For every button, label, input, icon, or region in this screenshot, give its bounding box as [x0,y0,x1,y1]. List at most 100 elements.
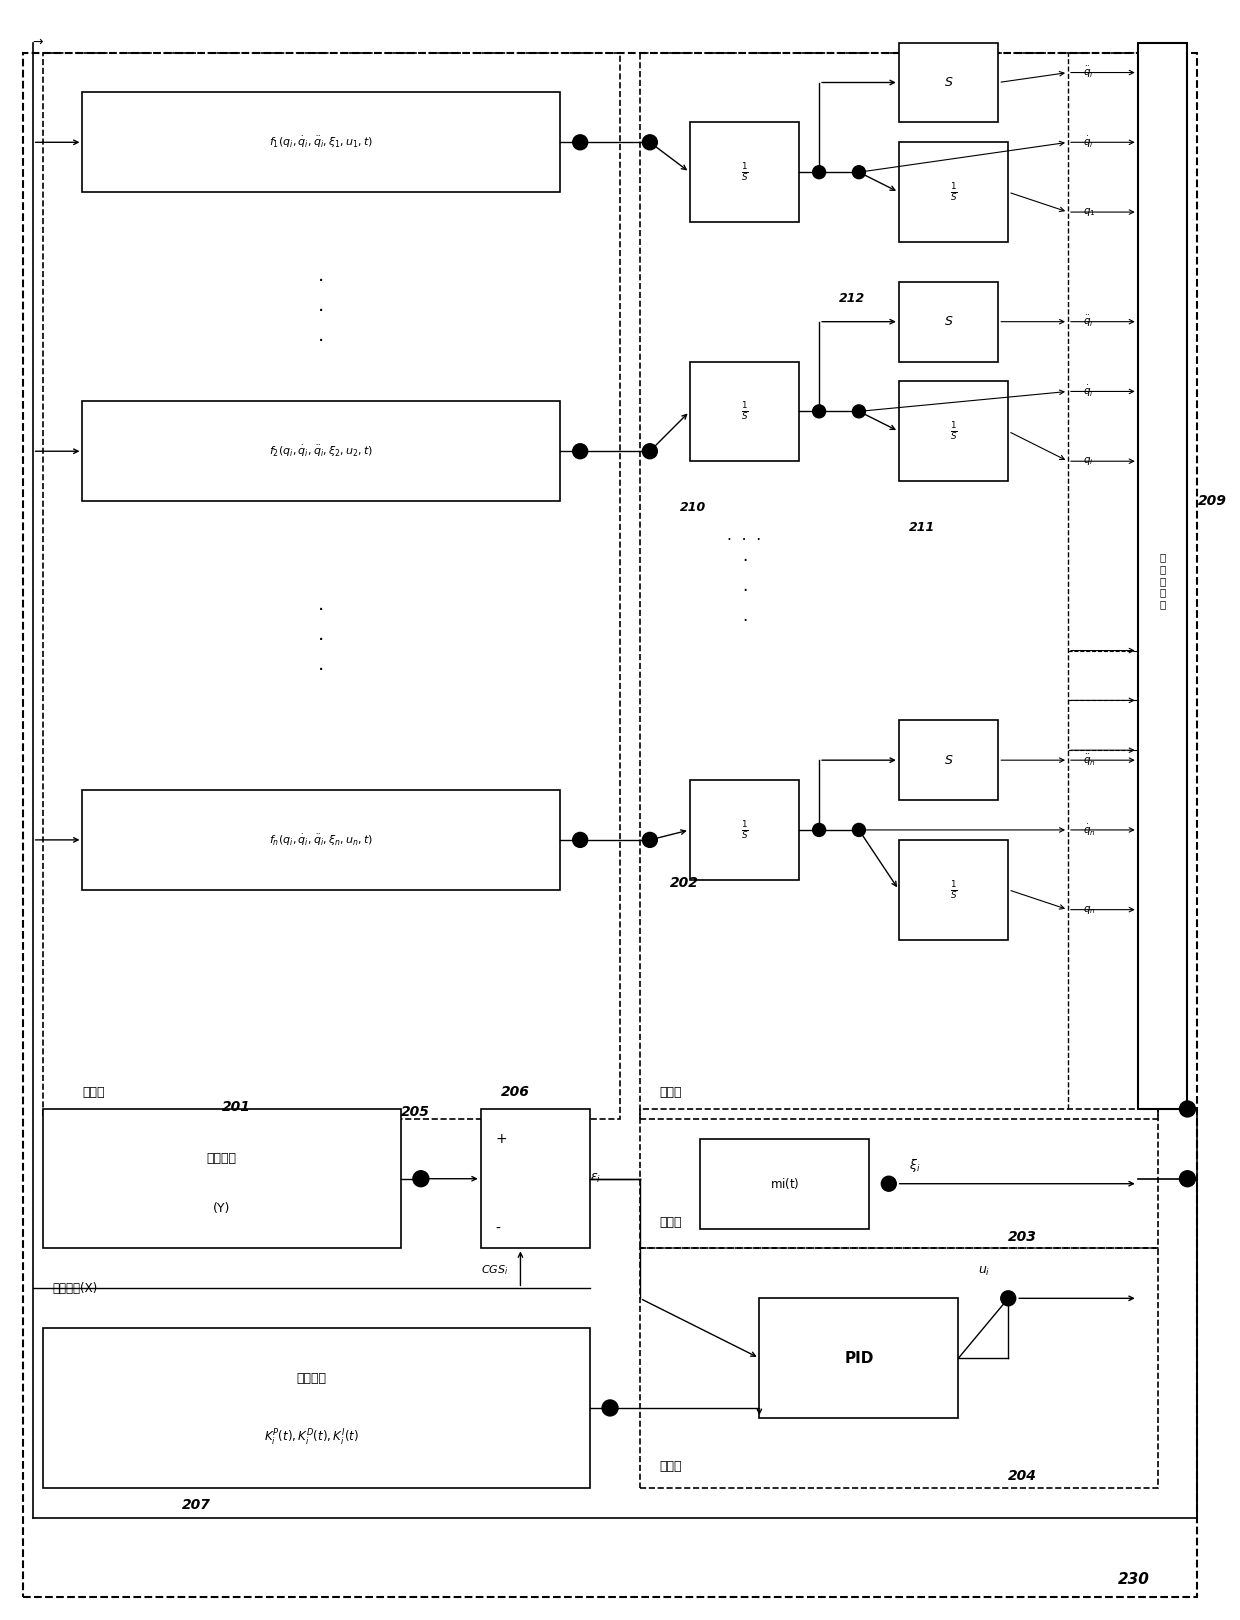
Circle shape [852,165,866,178]
Text: 211: 211 [909,522,935,535]
Text: $u_i$: $u_i$ [978,1265,991,1278]
Circle shape [413,1171,429,1187]
Bar [899,42,998,123]
Circle shape [1179,1171,1195,1187]
Text: ·  ·  ·: · · · [728,533,761,549]
Text: PID: PID [844,1351,874,1366]
Text: 参考信号: 参考信号 [207,1152,237,1165]
Text: 203: 203 [1008,1230,1037,1244]
Circle shape [1001,1291,1016,1306]
Bar [640,1110,1158,1249]
Text: $\varepsilon_i$: $\varepsilon_i$ [590,1173,601,1186]
Bar [899,143,1008,241]
Circle shape [642,833,657,847]
Text: 210: 210 [680,501,706,514]
Bar [899,282,998,361]
Text: $f_1(q_i, \dot{q}_i, \ddot{q}_i, \xi_1, u_1, t)$: $f_1(q_i, \dot{q}_i, \ddot{q}_i, \xi_1, … [269,134,373,151]
Circle shape [573,134,588,149]
Text: $\ddot{q}_n$: $\ddot{q}_n$ [1083,753,1096,768]
Bar [699,1139,869,1228]
Bar [42,1328,590,1487]
Text: $\frac{1}{S}$: $\frac{1}{S}$ [740,400,748,423]
Bar [42,1110,401,1249]
Text: $\frac{1}{S}$: $\frac{1}{S}$ [740,820,748,841]
Text: 230: 230 [1117,1573,1149,1588]
Bar [1137,42,1188,1110]
Text: ·: · [319,601,325,620]
Text: 204: 204 [1008,1469,1037,1482]
Bar [82,791,560,889]
Text: 控制块: 控制块 [660,1460,682,1473]
Bar [640,52,1158,1119]
Text: 设备输出(X): 设备输出(X) [52,1281,98,1294]
Circle shape [812,823,826,836]
Circle shape [882,1176,897,1191]
Text: $f_2(q_i, \dot{q}_i, \ddot{q}_i, \xi_2, u_2, t)$: $f_2(q_i, \dot{q}_i, \ddot{q}_i, \xi_2, … [269,444,373,458]
Text: ·: · [319,272,325,292]
Circle shape [852,823,866,836]
Text: $\dot{q}_i$: $\dot{q}_i$ [1083,134,1094,151]
Text: ·: · [319,632,325,650]
Text: $q_n$: $q_n$ [1083,904,1096,915]
Bar [899,381,1008,481]
Bar [42,52,620,1119]
Circle shape [573,444,588,458]
Text: $K^P_i(t), K^D_i(t), K^I_i(t)$: $K^P_i(t), K^D_i(t), K^I_i(t)$ [264,1427,358,1448]
Text: $q_1$: $q_1$ [1083,206,1095,219]
Text: ·: · [319,661,325,680]
Circle shape [812,165,826,178]
Text: $\mathrm{mi(t)}$: $\mathrm{mi(t)}$ [770,1176,799,1191]
Text: 控制增益: 控制增益 [296,1372,326,1385]
Bar [689,123,800,222]
Text: 201: 201 [222,1100,250,1115]
Text: 激发块: 激发块 [660,1215,682,1228]
Text: $\frac{1}{S}$: $\frac{1}{S}$ [740,162,748,183]
Text: 设
备
输
出
端: 设 备 输 出 端 [1159,552,1166,609]
Text: +: + [496,1132,507,1145]
Bar [82,402,560,501]
Circle shape [573,833,588,847]
Text: $q_i$: $q_i$ [1083,455,1094,467]
Text: $\dot{q}_i$: $\dot{q}_i$ [1083,384,1094,399]
Bar [640,1249,1158,1487]
Text: $S$: $S$ [944,76,954,89]
Circle shape [1179,1102,1195,1116]
Text: $CGS_i$: $CGS_i$ [481,1264,508,1277]
Bar [689,781,800,880]
Text: →: → [32,36,43,49]
Circle shape [603,1400,618,1416]
Text: ·: · [742,582,746,599]
Text: $\xi_i$: $\xi_i$ [909,1157,920,1174]
Bar [82,92,560,193]
Text: ·: · [742,612,746,630]
Text: $f_n(q_i, \dot{q}_i, \ddot{q}_i, \xi_n, u_n, t)$: $f_n(q_i, \dot{q}_i, \ddot{q}_i, \xi_n, … [269,833,373,847]
Text: $S$: $S$ [944,753,954,766]
Text: 方程块: 方程块 [82,1085,105,1098]
Text: $\dot{q}_n$: $\dot{q}_n$ [1083,823,1096,838]
Circle shape [642,134,657,149]
Bar [759,1298,959,1418]
Text: 积分块: 积分块 [660,1085,682,1098]
Text: 202: 202 [670,876,698,889]
Text: -: - [496,1221,501,1236]
Bar [481,1110,590,1249]
Bar [689,361,800,462]
Text: 206: 206 [501,1085,529,1098]
Text: (Y): (Y) [213,1202,231,1215]
Text: $\ddot{q}_i$: $\ddot{q}_i$ [1083,314,1094,329]
Text: $S$: $S$ [944,316,954,329]
Bar [899,839,1008,940]
Circle shape [812,405,826,418]
Text: 205: 205 [401,1105,430,1119]
Text: ·: · [742,552,746,570]
Text: $\frac{1}{S}$: $\frac{1}{S}$ [950,420,957,442]
Text: $\ddot{q}_i$: $\ddot{q}_i$ [1083,65,1094,79]
Text: $\frac{1}{S}$: $\frac{1}{S}$ [950,878,957,901]
Circle shape [642,444,657,458]
Text: $\frac{1}{S}$: $\frac{1}{S}$ [950,181,957,202]
Text: 212: 212 [839,292,866,305]
Text: 209: 209 [1198,494,1226,509]
Circle shape [852,405,866,418]
Bar [899,721,998,800]
Text: ·: · [319,303,325,321]
